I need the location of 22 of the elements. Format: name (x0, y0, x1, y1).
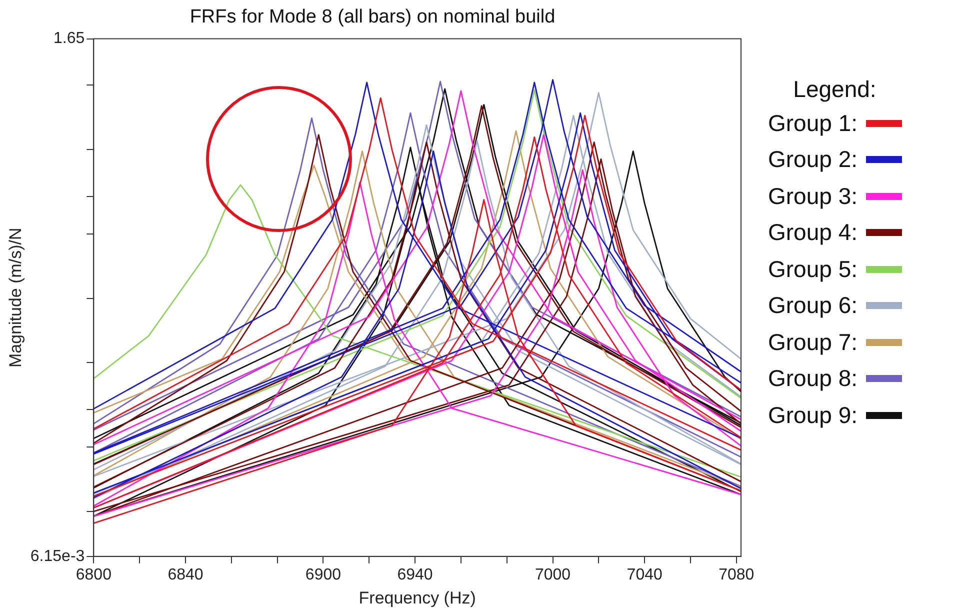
legend-label: Group 7: (768, 328, 858, 356)
y-axis-title: Magnitude (m/s)/N (6, 228, 25, 368)
legend-label: Group 2: (768, 146, 858, 174)
x-tick-label: 7040 (626, 566, 662, 584)
legend-label: Group 1: (768, 110, 858, 137)
legend-label: Group 3: (768, 182, 858, 210)
x-tick-label: 6940 (397, 566, 433, 584)
legend-label: Group 9: (768, 402, 858, 429)
y-tick-label: 1.65 (54, 30, 85, 48)
x-tick-label: 7080 (718, 566, 754, 584)
x-tick-label: 6840 (168, 566, 204, 584)
chart-title: FRFs for Mode 8 (all bars) on nominal build (190, 6, 556, 28)
y-tick-label: 6.15e-3 (30, 548, 85, 565)
x-tick-label: 6800 (76, 566, 112, 584)
legend-label: Group 8: (768, 365, 858, 392)
legend-label: Group 6: (768, 292, 858, 320)
legend-label: Group 4: (768, 219, 858, 246)
legend-label: Group 5: (768, 256, 858, 283)
x-tick-label: 6900 (305, 566, 342, 584)
x-axis-title: Frequency (Hz) (358, 588, 476, 608)
x-tick-label: 7000 (534, 566, 571, 584)
legend-title: Legend: (792, 76, 878, 103)
